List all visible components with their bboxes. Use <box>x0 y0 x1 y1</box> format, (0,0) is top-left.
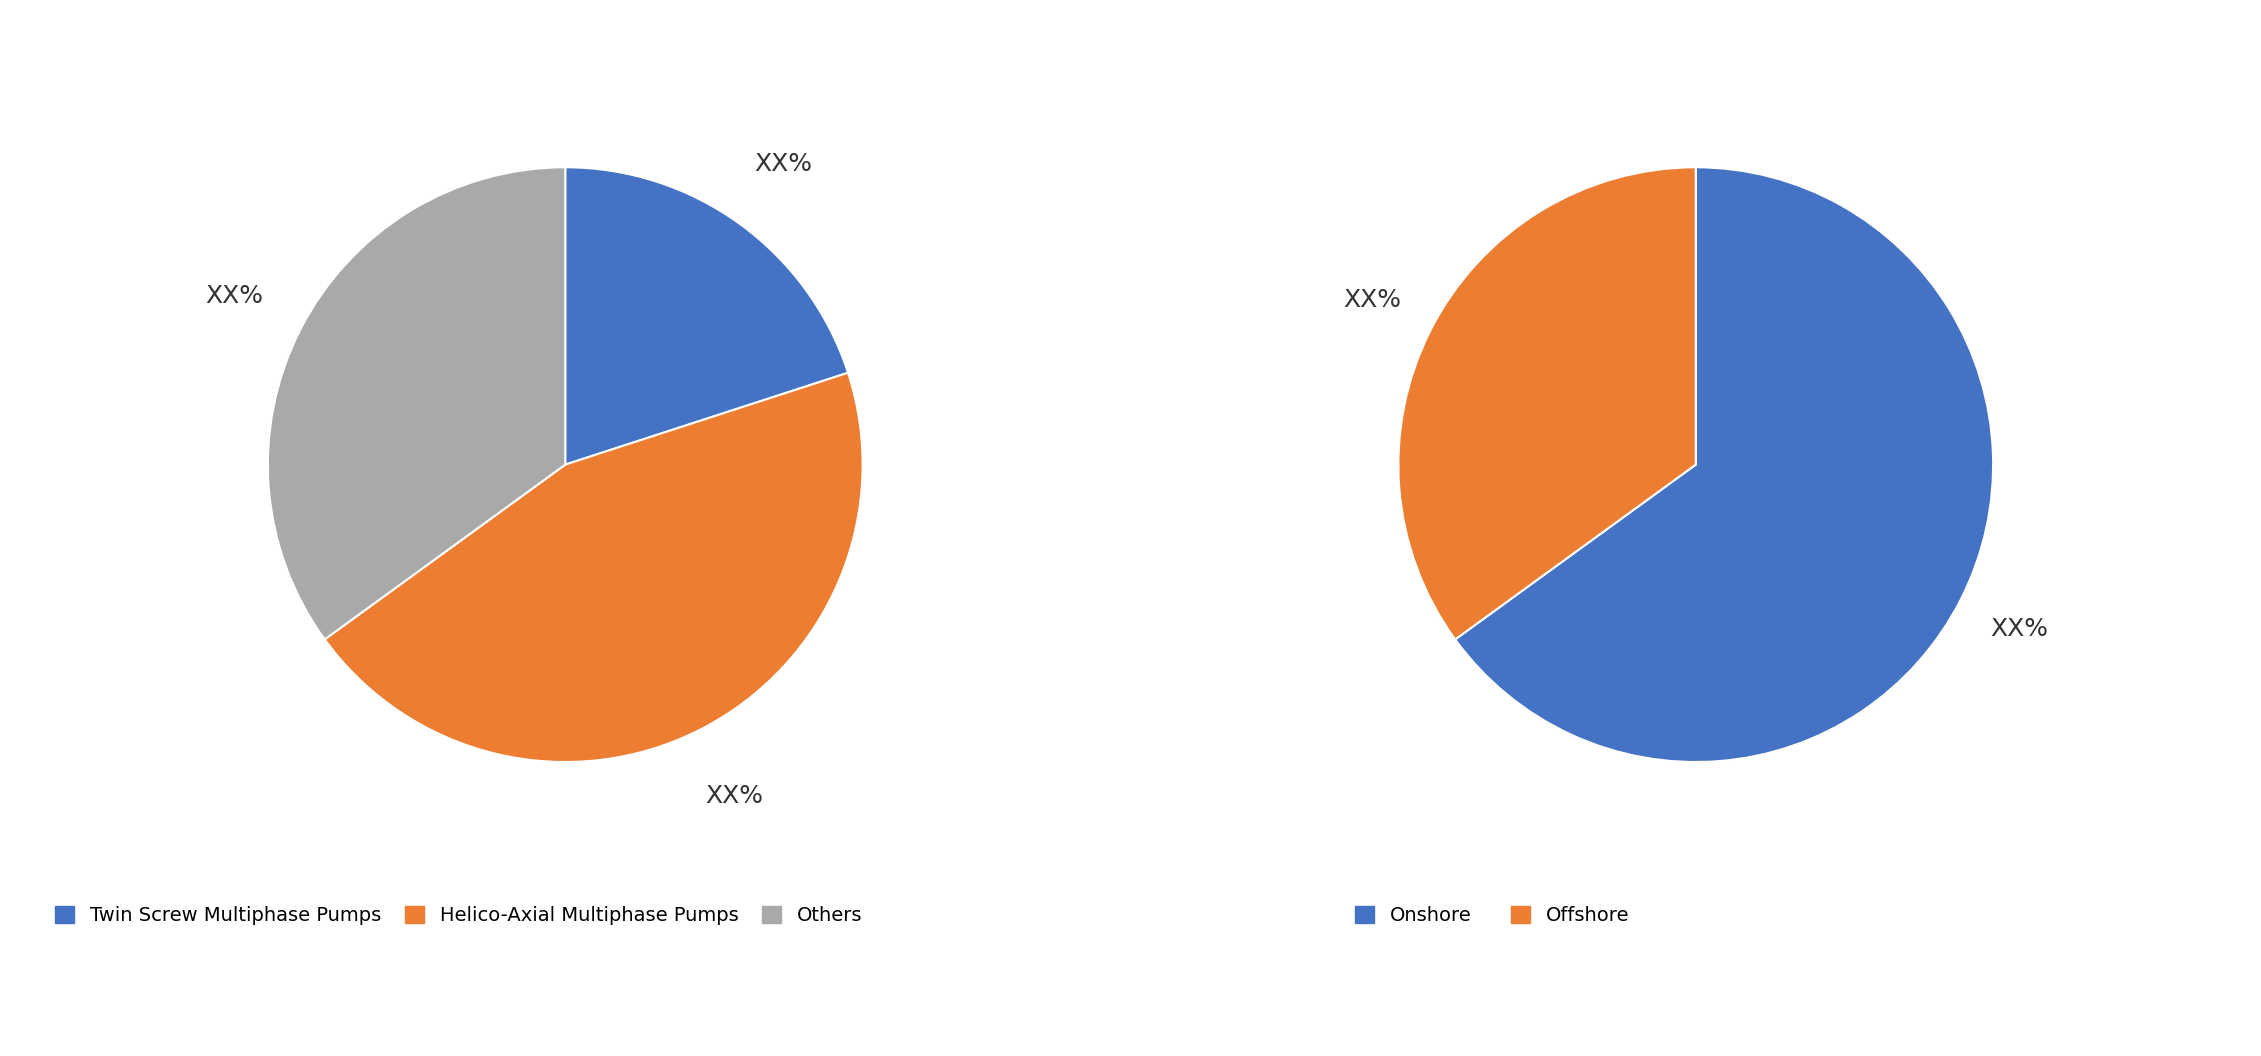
Wedge shape <box>1456 167 1994 762</box>
Text: XX%: XX% <box>755 152 812 176</box>
Wedge shape <box>326 373 864 762</box>
Text: Fig. Global Multiphase Pump Market Share by Product Types & Application: Fig. Global Multiphase Pump Market Share… <box>27 37 1309 65</box>
Legend: Onshore, Offshore: Onshore, Offshore <box>1354 906 1630 925</box>
Wedge shape <box>267 167 565 640</box>
Text: XX%: XX% <box>1990 618 2048 641</box>
Text: XX%: XX% <box>705 784 762 808</box>
Text: Source: Theindustrystats Analysis: Source: Theindustrystats Analysis <box>27 1004 457 1024</box>
Text: Email: sales@theindustrystats.com: Email: sales@theindustrystats.com <box>909 1004 1352 1024</box>
Wedge shape <box>1397 167 1696 640</box>
Text: XX%: XX% <box>206 284 262 308</box>
Text: Website: www.theindustrystats.com: Website: www.theindustrystats.com <box>1777 1004 2234 1024</box>
Wedge shape <box>565 167 848 465</box>
Text: XX%: XX% <box>1343 288 1402 312</box>
